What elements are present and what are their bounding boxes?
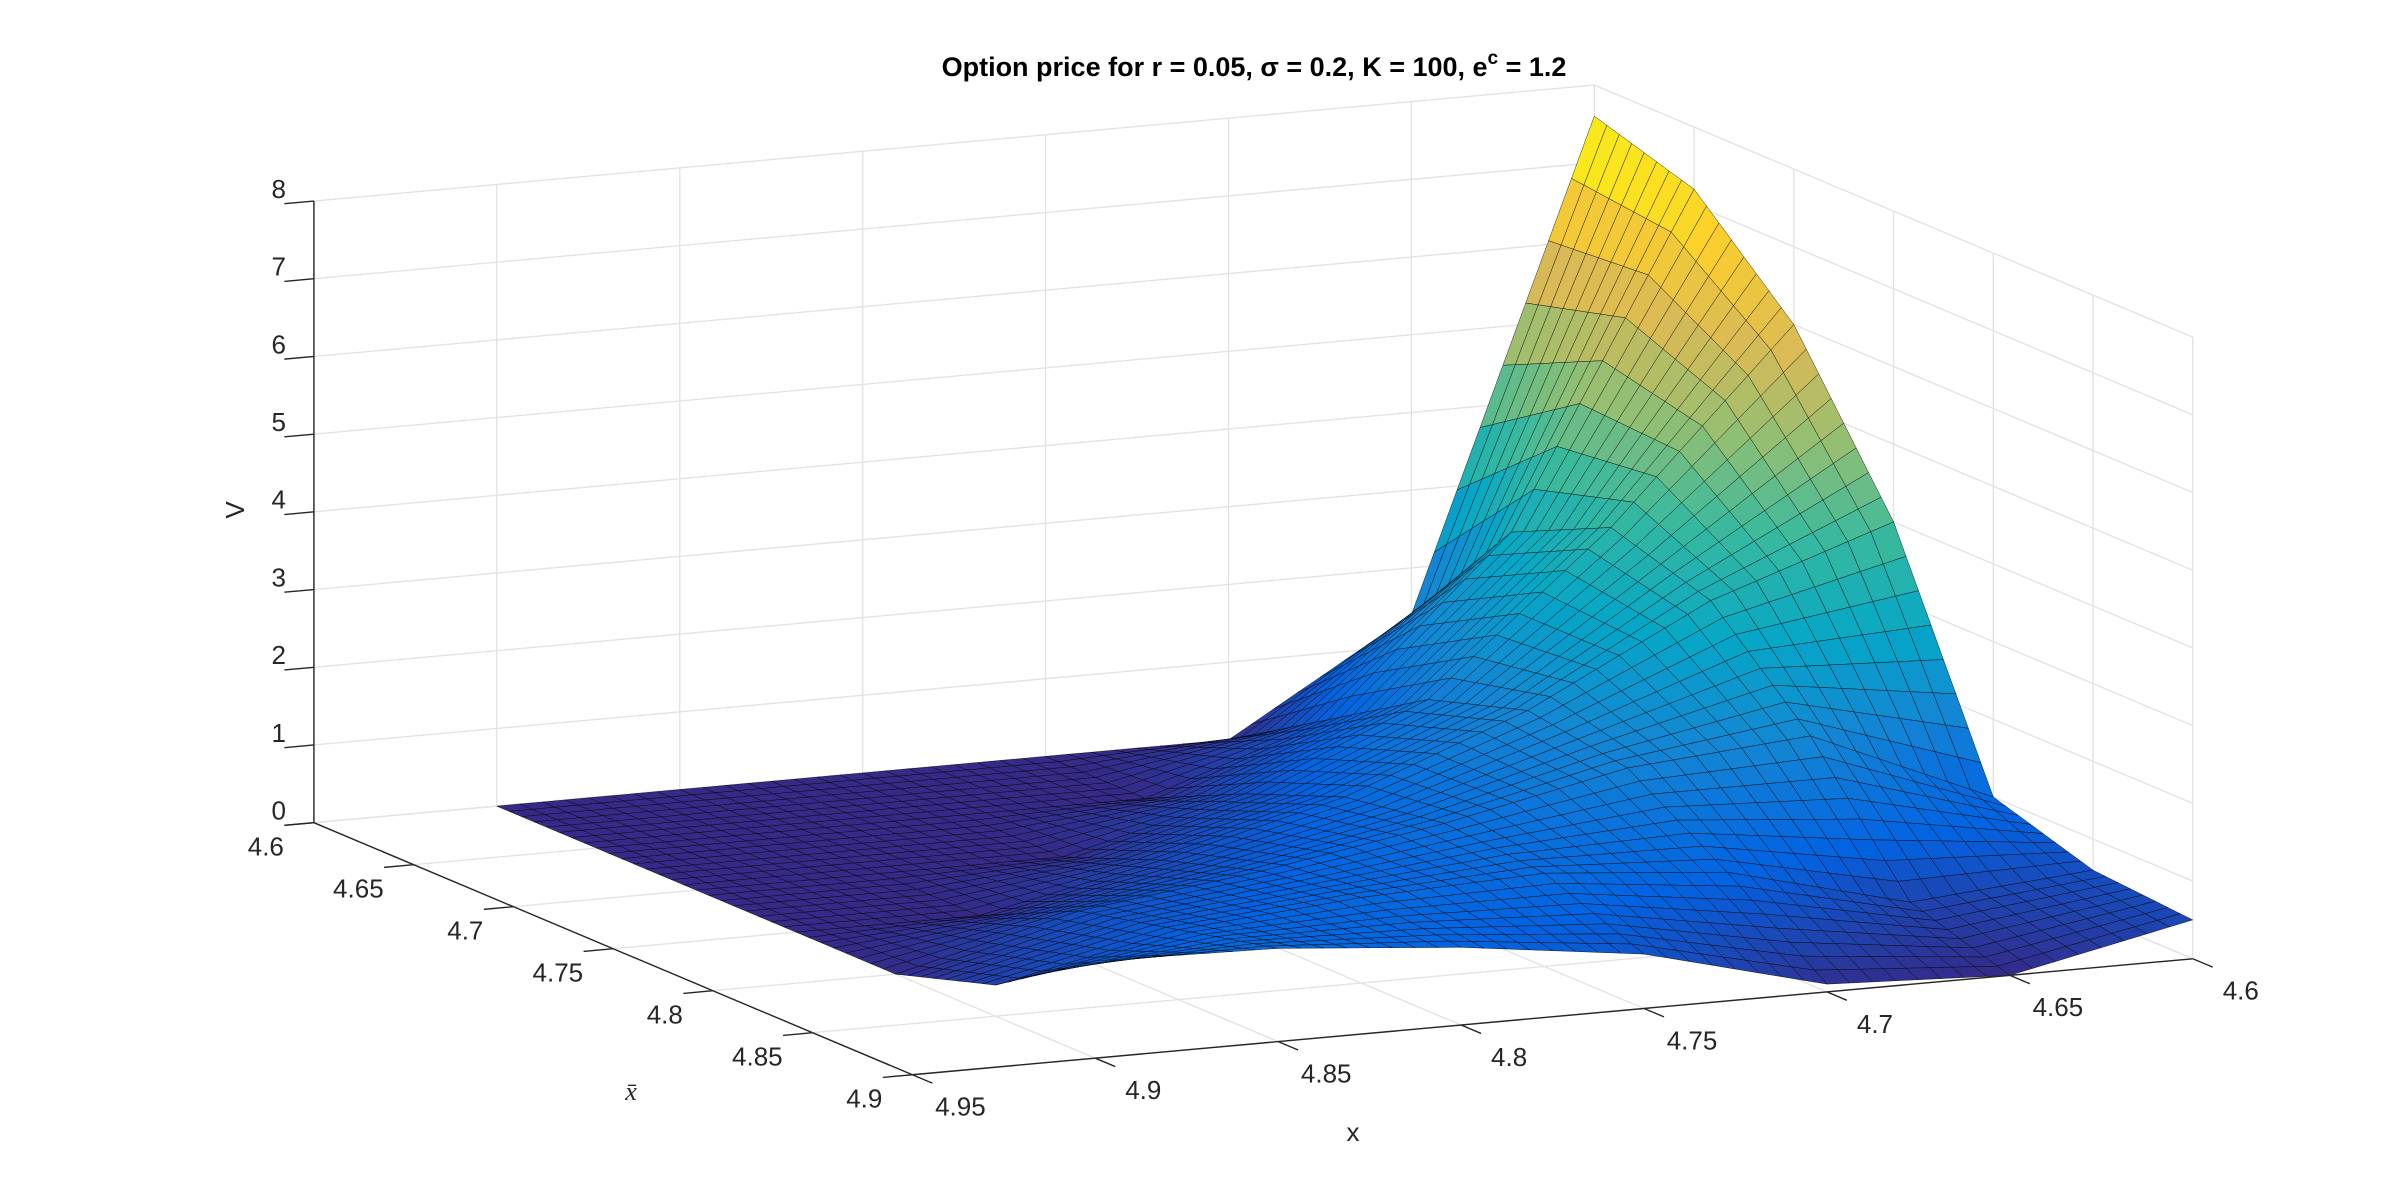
x-tick — [2009, 974, 2031, 985]
y-tick — [384, 863, 414, 869]
z-tick — [284, 588, 314, 593]
grid-line — [313, 550, 1595, 668]
x-tick-label: 4.7 — [1857, 1009, 1893, 1039]
grid-line — [313, 395, 1595, 513]
y-tick — [683, 990, 713, 995]
z-tick — [284, 744, 314, 749]
z-tick-label: 2 — [271, 640, 285, 670]
x-tick — [1826, 991, 1848, 1001]
z-tick-label: 1 — [271, 718, 285, 748]
y-tick-label: 4.7 — [447, 916, 483, 946]
y-tick — [882, 1074, 913, 1079]
x-tick — [1643, 1007, 1665, 1018]
z-tick — [284, 355, 314, 360]
y-tick — [782, 1032, 813, 1037]
z-tick — [284, 200, 314, 205]
chart-title: Option price for r = 0.05, σ = 0.2, K = … — [942, 48, 1567, 82]
z-tick — [284, 433, 314, 438]
z-tick — [284, 278, 314, 283]
z-tick-label: 6 — [271, 329, 285, 359]
title-text: Option price for r = 0.05, σ = 0.2, K = … — [942, 52, 1488, 82]
x-tick — [1460, 1024, 1482, 1035]
x-tick — [2192, 958, 2214, 968]
z-tick-label: 0 — [271, 796, 285, 826]
z-tick-label: 3 — [271, 562, 285, 592]
x-tick-label: 4.95 — [935, 1092, 986, 1122]
z-tick-label: 7 — [271, 252, 285, 282]
y-tick-label: 4.8 — [647, 1000, 683, 1030]
y-tick-label: 4.65 — [333, 874, 384, 904]
x-tick — [912, 1074, 933, 1084]
title-superscript: c — [1488, 48, 1499, 69]
z-axis-label: V — [220, 501, 250, 519]
surface — [496, 115, 2194, 986]
x-tick-label: 4.6 — [2223, 976, 2259, 1006]
y-tick-label: 4.9 — [846, 1084, 882, 1114]
x-tick-label: 4.75 — [1667, 1025, 1718, 1055]
grid-line — [1594, 84, 2194, 338]
y-axis-label: x̄ — [624, 1077, 637, 1106]
x-tick — [1095, 1057, 1116, 1068]
grid-line — [313, 472, 1595, 591]
x-axis-label: x — [1347, 1117, 1360, 1147]
y-tick-label: 4.85 — [732, 1042, 783, 1072]
z-tick-label: 5 — [271, 407, 285, 437]
x-tick — [1277, 1040, 1299, 1051]
grid-line — [313, 317, 1595, 435]
grid-line — [313, 84, 1595, 202]
x-tick-label: 4.9 — [1125, 1075, 1161, 1105]
y-tick — [483, 906, 514, 911]
y-tick-label: 4.75 — [533, 958, 584, 988]
grid-line — [313, 162, 1595, 280]
x-tick-label: 4.65 — [2033, 992, 2084, 1022]
axes: 0 1 2 3 4 5 6 7 8 4.6 4.65 4.7 4.75 4.8 4.85 4.9 4.6 4.65… — [248, 174, 2259, 1122]
grid-line — [313, 239, 1595, 358]
y-tick — [583, 948, 614, 953]
z-tick — [284, 666, 314, 671]
surface-facet — [1082, 959, 1119, 965]
z-tick-label: 4 — [271, 485, 285, 515]
y-tick — [284, 821, 314, 827]
z-tick — [284, 511, 314, 516]
x-tick-label: 4.8 — [1491, 1042, 1527, 1072]
y-tick-label: 4.6 — [248, 832, 284, 862]
x-tick-label: 4.85 — [1301, 1058, 1352, 1088]
x-axis-line — [912, 958, 2193, 1076]
z-tick-label: 8 — [271, 174, 285, 204]
title-suffix: = 1.2 — [1498, 52, 1566, 82]
